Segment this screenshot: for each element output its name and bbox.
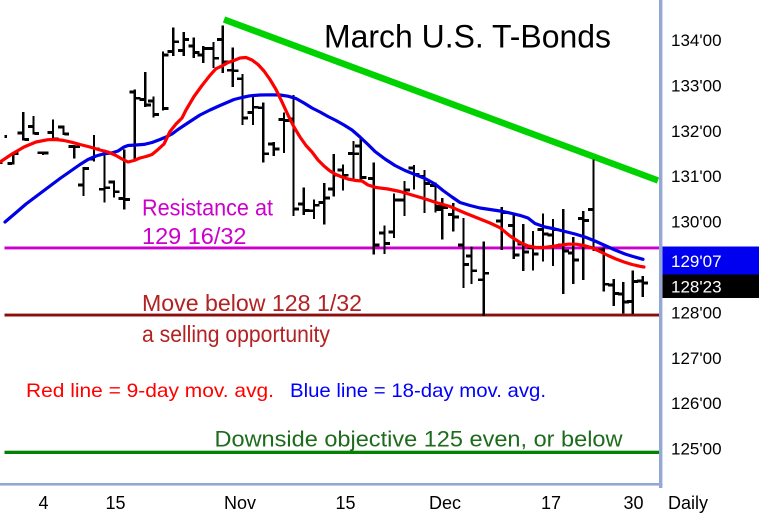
svg-text:Dec: Dec xyxy=(429,493,461,513)
svg-text:17: 17 xyxy=(541,493,561,513)
svg-text:30: 30 xyxy=(623,493,643,513)
svg-text:125'00: 125'00 xyxy=(671,440,722,459)
svg-text:March U.S. T-Bonds: March U.S. T-Bonds xyxy=(324,19,611,55)
svg-text:131'00: 131'00 xyxy=(671,167,722,186)
svg-text:134'00: 134'00 xyxy=(671,31,722,50)
svg-text:Move below 128 1/32: Move below 128 1/32 xyxy=(142,290,362,316)
svg-text:128'23: 128'23 xyxy=(671,278,722,297)
svg-text:130'00: 130'00 xyxy=(671,213,722,232)
svg-text:127'00: 127'00 xyxy=(671,349,722,368)
svg-text:129 16/32: 129 16/32 xyxy=(142,223,247,249)
svg-text:133'00: 133'00 xyxy=(671,76,722,95)
svg-text:Daily: Daily xyxy=(668,493,708,513)
svg-text:15: 15 xyxy=(335,493,355,513)
svg-text:Downside objective 125 even, o: Downside objective 125 even, or below xyxy=(215,426,623,451)
svg-text:15: 15 xyxy=(105,493,125,513)
svg-text:Nov: Nov xyxy=(224,493,256,513)
svg-text:126'00: 126'00 xyxy=(671,394,722,413)
svg-text:Blue line = 18-day mov. avg.: Blue line = 18-day mov. avg. xyxy=(290,380,546,402)
svg-text:Red line = 9-day mov. avg.: Red line = 9-day mov. avg. xyxy=(26,380,274,402)
svg-text:a selling opportunity: a selling opportunity xyxy=(142,321,330,347)
svg-text:128'00: 128'00 xyxy=(671,303,722,322)
svg-text:Resistance at: Resistance at xyxy=(142,194,274,220)
svg-text:4: 4 xyxy=(38,493,48,513)
svg-text:132'00: 132'00 xyxy=(671,122,722,141)
svg-text:129'07: 129'07 xyxy=(671,252,722,271)
